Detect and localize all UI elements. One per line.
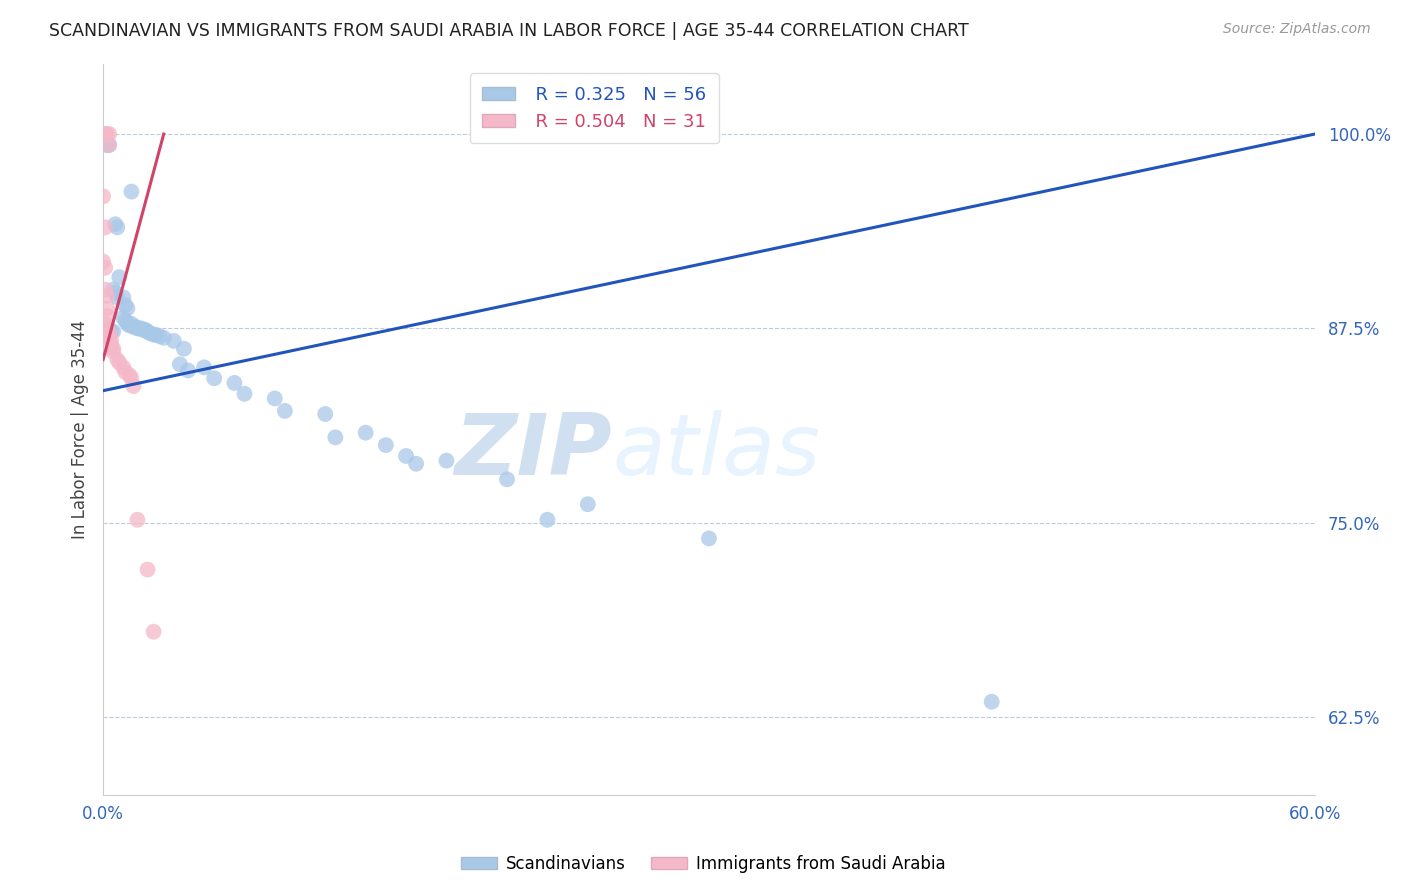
- Point: [96, 127, 118, 141]
- Point: [576, 497, 599, 511]
- Point: [120, 371, 142, 385]
- Point: [122, 319, 145, 334]
- Point: [105, 290, 128, 304]
- Point: [124, 319, 146, 334]
- Point: [122, 379, 145, 393]
- Point: [325, 430, 347, 444]
- Point: [114, 298, 136, 312]
- Point: [374, 438, 396, 452]
- Point: [114, 365, 136, 379]
- Point: [103, 283, 125, 297]
- Point: [405, 457, 427, 471]
- Point: [132, 323, 155, 337]
- Point: [108, 356, 131, 370]
- Point: [149, 329, 172, 343]
- Point: [94, 220, 117, 235]
- Point: [105, 220, 128, 235]
- Point: [224, 376, 246, 390]
- Legend: Scandinavians, Immigrants from Saudi Arabia: Scandinavians, Immigrants from Saudi Ara…: [454, 848, 952, 880]
- Point: [108, 270, 131, 285]
- Point: [314, 407, 336, 421]
- Legend:   R = 0.325   N = 56,   R = 0.504   N = 31: R = 0.325 N = 56, R = 0.504 N = 31: [470, 73, 718, 144]
- Point: [96, 301, 118, 316]
- Point: [193, 360, 215, 375]
- Point: [177, 363, 200, 377]
- Point: [98, 323, 121, 337]
- Point: [233, 386, 256, 401]
- Point: [91, 127, 114, 141]
- Point: [91, 254, 114, 268]
- Point: [118, 318, 141, 333]
- Point: [100, 334, 122, 348]
- Point: [98, 331, 121, 345]
- Point: [105, 352, 128, 367]
- Point: [114, 314, 136, 328]
- Point: [131, 321, 153, 335]
- Point: [91, 189, 114, 203]
- Point: [104, 285, 127, 300]
- Point: [96, 137, 118, 152]
- Point: [120, 185, 142, 199]
- Point: [496, 472, 519, 486]
- Point: [152, 331, 174, 345]
- Point: [135, 323, 157, 337]
- Point: [96, 289, 118, 303]
- Point: [142, 327, 165, 342]
- Point: [94, 283, 117, 297]
- Point: [103, 325, 125, 339]
- Point: [697, 532, 720, 546]
- Point: [94, 317, 117, 331]
- Point: [98, 326, 121, 340]
- Point: [169, 357, 191, 371]
- Point: [112, 360, 135, 375]
- Point: [142, 624, 165, 639]
- Point: [263, 392, 285, 406]
- Point: [202, 371, 225, 385]
- Text: atlas: atlas: [612, 410, 820, 493]
- Point: [104, 217, 127, 231]
- Point: [395, 449, 418, 463]
- Text: Source: ZipAtlas.com: Source: ZipAtlas.com: [1223, 22, 1371, 37]
- Point: [103, 344, 125, 359]
- Point: [98, 137, 121, 152]
- Point: [173, 342, 195, 356]
- Point: [98, 137, 121, 152]
- Point: [354, 425, 377, 440]
- Point: [117, 301, 139, 316]
- Point: [136, 325, 159, 339]
- Point: [112, 290, 135, 304]
- Point: [138, 326, 160, 340]
- Point: [120, 317, 142, 331]
- Point: [100, 338, 122, 352]
- Point: [96, 321, 118, 335]
- Point: [980, 695, 1002, 709]
- Point: [127, 321, 149, 335]
- Point: [145, 327, 167, 342]
- Point: [98, 127, 121, 141]
- Point: [127, 513, 149, 527]
- Point: [163, 334, 186, 348]
- Point: [136, 562, 159, 576]
- Point: [96, 137, 118, 152]
- Point: [117, 317, 139, 331]
- Point: [436, 453, 458, 467]
- Point: [112, 310, 135, 325]
- Point: [536, 513, 558, 527]
- Point: [128, 321, 150, 335]
- Point: [118, 368, 141, 383]
- Point: [96, 309, 118, 323]
- Y-axis label: In Labor Force | Age 35-44: In Labor Force | Age 35-44: [72, 320, 89, 539]
- Text: SCANDINAVIAN VS IMMIGRANTS FROM SAUDI ARABIA IN LABOR FORCE | AGE 35-44 CORRELAT: SCANDINAVIAN VS IMMIGRANTS FROM SAUDI AR…: [49, 22, 969, 40]
- Point: [274, 404, 297, 418]
- Point: [94, 260, 117, 275]
- Point: [100, 325, 122, 339]
- Text: ZIP: ZIP: [454, 410, 612, 493]
- Point: [103, 342, 125, 356]
- Point: [94, 127, 117, 141]
